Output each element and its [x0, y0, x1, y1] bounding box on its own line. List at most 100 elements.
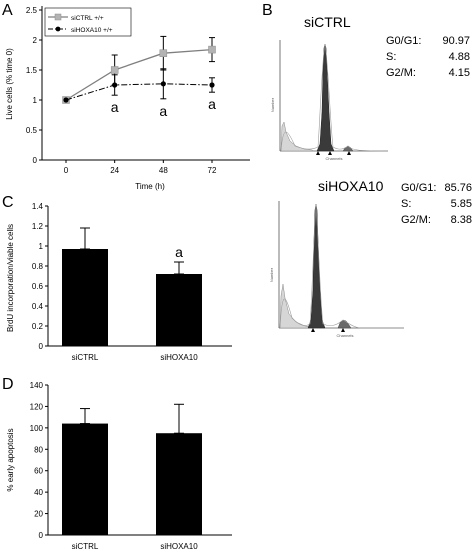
b-x-axis-label-sictrl: Channels — [326, 156, 343, 161]
b-stat-value-s-sictrl: 4.88 — [449, 51, 470, 63]
b-histogram-sictrl: siCTRL G0/G1: 90.97 S: 4.88 G2/M: 4.15 N… — [270, 14, 470, 161]
panel-letter-c: C — [2, 194, 14, 211]
a-significance-label: a — [111, 99, 119, 115]
b-y-axis-label-sictrl: Number — [270, 97, 275, 112]
panel-letter-b: B — [262, 2, 273, 19]
b-title-sictrl: siCTRL — [304, 14, 351, 30]
a-point-sihoxa10 — [160, 81, 166, 87]
c-y-tick-label: 0.2 — [32, 322, 44, 331]
a-legend-marker-sictrl — [54, 13, 62, 21]
d-y-tick-label: 40 — [34, 488, 43, 497]
d-y-tick-label: 80 — [34, 445, 43, 454]
a-x-tick-label: 72 — [208, 166, 217, 175]
a-legend-box — [44, 7, 132, 37]
b-stat-label-g2m-sictrl: G2/M: — [386, 67, 416, 79]
c-y-tick-label: 1 — [39, 242, 44, 251]
a-y-tick-label: 1 — [33, 96, 38, 105]
panel-d-bar-chart: 0 20 40 60 80 100 120 140 siCTRL siHOXA10 % earl… — [6, 381, 232, 551]
a-point-sictrl — [110, 66, 119, 74]
d-y-ticks: 0 20 40 60 80 100 120 140 — [30, 381, 48, 540]
c-y-ticks: 0 0.2 0.4 0.6 0.8 1 1.2 1.4 — [32, 202, 48, 351]
b-stat-value-g2m-sictrl: 4.15 — [449, 67, 470, 79]
a-series-line-sihoxa10 — [65, 83, 213, 101]
b-marker-g1-sictrl — [316, 151, 320, 155]
a-legend-marker-sihoxa10 — [55, 26, 61, 32]
c-y-tick-label: 1.4 — [32, 202, 44, 211]
b-histogram-sihoxa10: siHOXA10 G0/G1: 85.76 S: 5.85 G2/M: 8.38… — [269, 178, 472, 338]
b-stat-value-g0g1-sihoxa10: 85.76 — [444, 182, 472, 194]
c-y-axis-label: BrdU incorporation/viable cells — [6, 224, 15, 332]
c-annotations: a — [175, 244, 183, 260]
a-y-ticks: 0 0.5 1 1.5 2 2.5 — [26, 6, 42, 165]
a-legend-label-sictrl: siCTRL +/+ — [71, 15, 104, 22]
c-bars — [62, 227, 202, 346]
a-x-tick-label: 0 — [64, 166, 69, 175]
b-stat-label-g0g1-sictrl: G0/G1: — [386, 35, 421, 47]
c-significance-label: a — [175, 244, 183, 260]
d-y-tick-label: 140 — [30, 381, 44, 390]
b-stat-label-s-sictrl: S: — [386, 51, 396, 63]
d-y-tick-label: 120 — [30, 402, 44, 411]
c-bar-sihoxa10 — [156, 274, 202, 346]
d-x-tick-label: siCTRL — [72, 542, 99, 551]
b-stat-value-g0g1-sictrl: 90.97 — [442, 35, 470, 47]
b-stat-value-s-sihoxa10: 5.85 — [451, 198, 472, 210]
a-legend-label-sihoxa10: siHOXA10 +/+ — [71, 27, 113, 34]
a-x-axis-label: Time (h) — [135, 182, 165, 191]
panel-letter-d: D — [2, 376, 14, 393]
panel-a-line-chart: 0 0.5 1 1.5 2 2.5 0 24 48 72 Live cells (% time … — [5, 6, 250, 191]
d-x-tick-label: siHOXA10 — [160, 542, 198, 551]
b-stat-label-g0g1-sihoxa10: G0/G1: — [401, 182, 436, 194]
a-y-tick-label: 0.5 — [26, 126, 38, 135]
d-y-axis-label: % early apoptosis — [6, 428, 15, 491]
panel-c-bar-chart: 0 0.2 0.4 0.6 0.8 1 1.2 1.4 siCTRL siHOXA10 a Br… — [6, 202, 232, 362]
d-y-tick-label: 60 — [34, 467, 43, 476]
a-y-tick-label: 2.5 — [26, 6, 38, 15]
b-debris-sictrl — [280, 121, 315, 152]
c-x-tick-label: siHOXA10 — [160, 353, 198, 362]
a-plot-area — [62, 35, 216, 104]
b-marker-s-sictrl — [328, 151, 332, 155]
a-x-tick-label: 48 — [159, 166, 168, 175]
b-fit-curve-sictrl — [280, 43, 389, 152]
c-x-tick-label: siCTRL — [72, 353, 99, 362]
a-y-axis-label: Live cells (% time 0) — [5, 48, 14, 120]
a-y-tick-label: 0 — [33, 156, 38, 165]
a-series-line-sictrl — [65, 48, 213, 101]
d-y-tick-label: 100 — [30, 424, 44, 433]
d-bar-sictrl — [62, 423, 108, 535]
b-g1-peak-sictrl — [316, 43, 335, 152]
b-g2-peak-sictrl — [342, 145, 354, 152]
a-significance-label: a — [159, 103, 167, 119]
a-y-tick-label: 2 — [33, 36, 38, 45]
c-y-tick-label: 0 — [39, 342, 44, 351]
b-stat-label-g2m-sihoxa10: G2/M: — [401, 214, 431, 226]
b-marker-g2-sictrl — [347, 151, 351, 155]
a-point-sictrl — [159, 49, 168, 57]
c-y-tick-label: 0.8 — [32, 262, 44, 271]
d-y-tick-label: 20 — [34, 510, 43, 519]
b-x-axis-label-sihoxa10: Channels — [337, 333, 354, 338]
a-x-ticks: 0 24 48 72 — [64, 160, 217, 175]
d-y-tick-label: 0 — [39, 531, 44, 540]
d-bar-sihoxa10 — [156, 433, 202, 535]
b-title-sihoxa10: siHOXA10 — [318, 178, 384, 194]
a-point-sihoxa10 — [112, 82, 118, 88]
d-x-ticks: siCTRL siHOXA10 — [72, 542, 199, 551]
b-marker-g2-sihoxa10 — [341, 328, 345, 332]
panel-b-histograms: siCTRL G0/G1: 90.97 S: 4.88 G2/M: 4.15 N… — [269, 14, 472, 338]
d-bars — [62, 403, 202, 535]
b-y-axis-label-sihoxa10: Number — [269, 267, 274, 282]
a-point-sihoxa10 — [209, 82, 215, 88]
a-x-tick-label: 24 — [110, 166, 119, 175]
b-marker-g1-sihoxa10 — [311, 328, 315, 332]
a-significance-label: a — [208, 96, 216, 112]
a-y-tick-label: 1.5 — [26, 66, 38, 75]
b-debris-sihoxa10 — [279, 283, 315, 329]
c-x-ticks: siCTRL siHOXA10 — [72, 353, 199, 362]
panel-letter-a: A — [2, 2, 13, 19]
b-stat-value-g2m-sihoxa10: 8.38 — [451, 214, 472, 226]
b-stat-label-s-sihoxa10: S: — [401, 198, 411, 210]
